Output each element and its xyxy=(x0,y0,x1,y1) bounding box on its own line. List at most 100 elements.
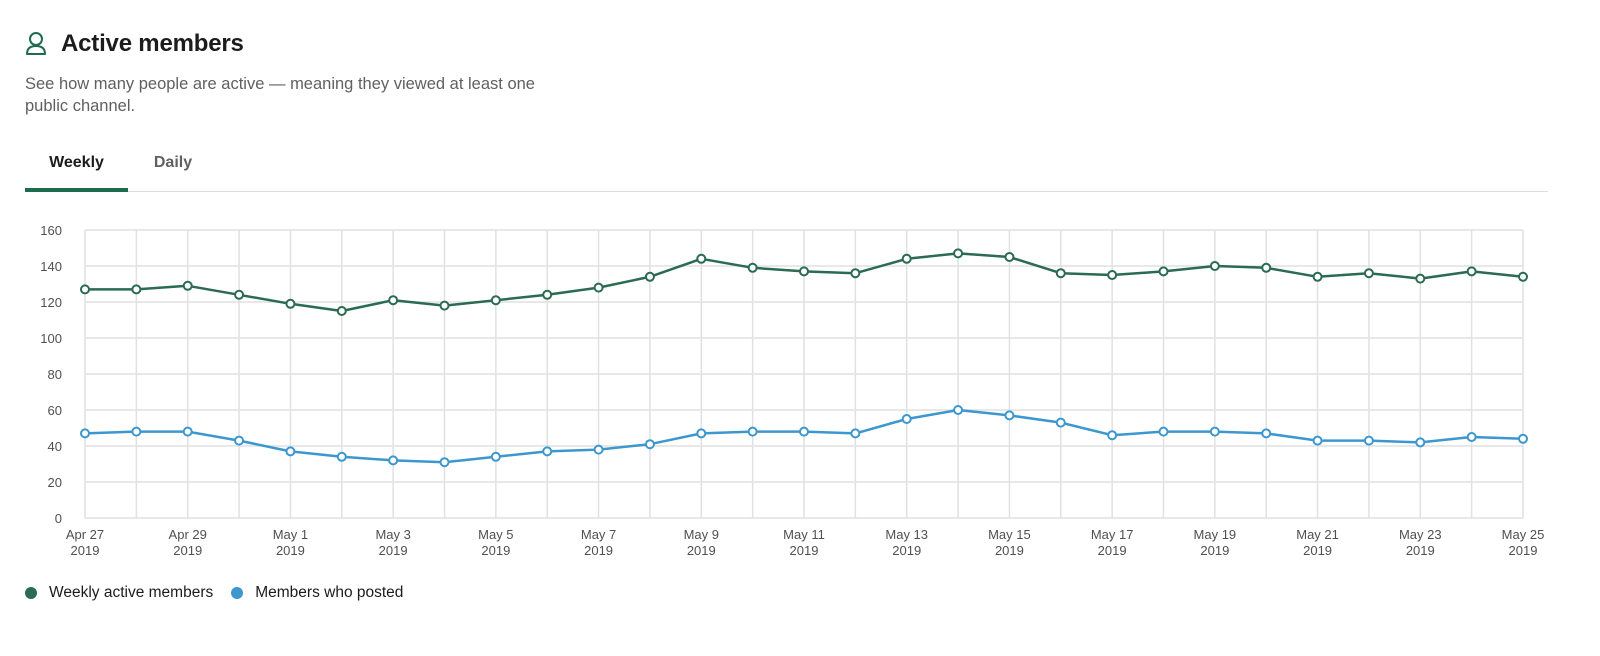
chart-legend: Weekly active members Members who posted xyxy=(25,584,421,602)
data-point-members-posted xyxy=(1518,433,1528,444)
data-point-weekly-active xyxy=(542,289,553,300)
y-tick-label: 100 xyxy=(40,331,62,346)
y-tick-label: 160 xyxy=(40,223,62,238)
x-tick-year-label: 2019 xyxy=(790,543,819,558)
x-tick-year-label: 2019 xyxy=(687,543,716,558)
data-point-members-posted xyxy=(850,428,861,439)
legend-item-weekly-active[interactable]: Weekly active members xyxy=(25,584,213,602)
page-title: Active members xyxy=(61,30,244,57)
x-tick-label: May 5 xyxy=(478,527,513,542)
x-tick-label: May 3 xyxy=(375,527,410,542)
data-point-members-posted xyxy=(542,446,553,457)
x-tick-label: May 17 xyxy=(1091,527,1134,542)
data-point-members-posted xyxy=(234,435,245,446)
data-point-weekly-active xyxy=(901,253,912,264)
data-point-weekly-active xyxy=(234,289,245,300)
data-point-members-posted xyxy=(1055,417,1066,428)
x-tick-label: Apr 29 xyxy=(169,527,207,542)
data-point-members-posted xyxy=(1209,426,1220,437)
data-point-members-posted xyxy=(1363,435,1374,446)
x-tick-year-label: 2019 xyxy=(1509,543,1538,558)
data-point-members-posted xyxy=(388,455,399,466)
data-point-weekly-active xyxy=(747,262,758,273)
data-point-members-posted xyxy=(1312,435,1323,446)
data-point-weekly-active xyxy=(1261,262,1272,273)
legend-label-posted: Members who posted xyxy=(255,584,404,601)
user-icon xyxy=(25,31,47,57)
tab-weekly[interactable]: Weekly xyxy=(25,143,128,192)
data-point-weekly-active xyxy=(80,284,90,295)
y-tick-label: 120 xyxy=(40,295,62,310)
data-point-weekly-active xyxy=(1415,273,1426,284)
y-tick-label: 140 xyxy=(40,259,62,274)
card-header: Active members xyxy=(25,30,244,58)
data-point-members-posted xyxy=(1415,437,1426,448)
x-tick-label: May 11 xyxy=(783,527,825,542)
tab-bar: Weekly Daily xyxy=(25,143,1548,192)
data-point-weekly-active xyxy=(953,248,964,259)
y-tick-label: 40 xyxy=(48,439,62,454)
data-point-weekly-active xyxy=(644,271,655,282)
x-tick-year-label: 2019 xyxy=(1098,543,1127,558)
data-point-members-posted xyxy=(1107,430,1118,441)
data-point-weekly-active xyxy=(182,280,193,291)
data-point-members-posted xyxy=(901,414,912,424)
x-tick-year-label: 2019 xyxy=(584,543,613,558)
data-point-members-posted xyxy=(799,426,809,437)
data-point-members-posted xyxy=(1466,432,1477,442)
data-point-weekly-active xyxy=(696,253,707,264)
data-point-weekly-active xyxy=(1518,271,1528,282)
x-tick-label: May 7 xyxy=(581,527,616,542)
data-point-members-posted xyxy=(644,439,655,450)
data-point-weekly-active xyxy=(1055,268,1066,279)
data-point-weekly-active xyxy=(1107,270,1118,280)
x-tick-year-label: 2019 xyxy=(173,543,202,558)
data-point-members-posted xyxy=(80,428,90,439)
data-point-weekly-active xyxy=(285,298,296,309)
data-point-weekly-active xyxy=(1312,271,1323,282)
data-point-weekly-active xyxy=(799,266,809,277)
x-tick-label: May 21 xyxy=(1296,527,1339,542)
data-point-members-posted xyxy=(131,426,142,437)
x-tick-year-label: 2019 xyxy=(1303,543,1332,558)
data-point-members-posted xyxy=(1004,410,1015,421)
data-point-weekly-active xyxy=(1158,266,1169,277)
legend-label-weekly: Weekly active members xyxy=(49,584,214,601)
legend-dot-weekly xyxy=(25,587,37,599)
page-description: See how many people are active — meaning… xyxy=(25,75,535,115)
y-tick-label: 80 xyxy=(48,367,62,382)
data-point-members-posted xyxy=(439,457,450,468)
data-point-weekly-active xyxy=(131,284,142,295)
legend-dot-posted xyxy=(231,587,244,599)
data-point-members-posted xyxy=(336,451,347,462)
data-point-weekly-active xyxy=(490,295,501,306)
data-point-members-posted xyxy=(953,405,964,415)
x-tick-label: May 19 xyxy=(1194,527,1237,542)
data-point-members-posted xyxy=(696,428,707,439)
x-tick-year-label: 2019 xyxy=(481,543,510,558)
data-point-members-posted xyxy=(285,446,296,457)
x-tick-year-label: 2019 xyxy=(995,543,1024,558)
data-point-weekly-active xyxy=(336,306,347,316)
data-point-members-posted xyxy=(1158,426,1169,437)
tab-daily[interactable]: Daily xyxy=(153,154,193,171)
x-tick-label: May 13 xyxy=(885,527,928,542)
x-tick-year-label: 2019 xyxy=(892,543,921,558)
x-tick-year-label: 2019 xyxy=(1406,543,1435,558)
data-point-weekly-active xyxy=(850,268,861,279)
data-point-weekly-active xyxy=(1209,261,1220,271)
data-point-weekly-active xyxy=(1363,268,1374,279)
x-tick-label: May 25 xyxy=(1502,527,1545,542)
y-tick-label: 0 xyxy=(55,511,62,526)
data-point-members-posted xyxy=(593,444,604,455)
data-point-weekly-active xyxy=(1004,252,1015,262)
x-tick-label: May 15 xyxy=(988,527,1031,542)
data-point-members-posted xyxy=(747,426,758,437)
data-point-weekly-active xyxy=(593,282,604,293)
data-point-members-posted xyxy=(490,451,501,462)
data-point-weekly-active xyxy=(388,295,399,306)
data-point-members-posted xyxy=(1261,428,1272,439)
x-tick-year-label: 2019 xyxy=(276,543,305,558)
legend-item-members-posted[interactable]: Members who posted xyxy=(231,584,403,602)
